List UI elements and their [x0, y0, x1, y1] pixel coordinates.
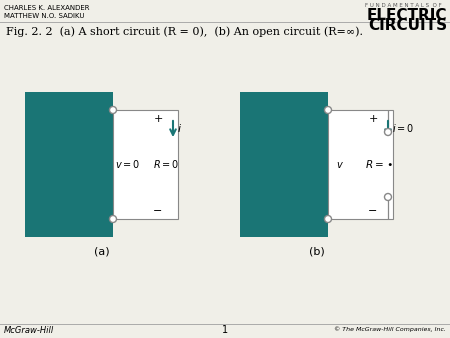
Bar	[240, 92, 328, 237]
Text: $v=0$: $v=0$	[115, 159, 140, 170]
Text: −: −	[368, 206, 378, 216]
Text: (a): (a)	[94, 247, 109, 257]
Text: ELECTRIC: ELECTRIC	[366, 8, 447, 23]
Text: CIRCUITS: CIRCUITS	[368, 18, 447, 33]
Text: $R=0$: $R=0$	[153, 159, 179, 170]
Text: $v$: $v$	[336, 160, 344, 169]
Text: $i$: $i$	[177, 122, 182, 134]
Bar	[25, 92, 113, 237]
Text: (b): (b)	[309, 247, 324, 257]
Text: CHARLES K. ALEXANDER: CHARLES K. ALEXANDER	[4, 5, 90, 11]
Circle shape	[324, 106, 332, 114]
Circle shape	[324, 216, 332, 222]
Circle shape	[109, 216, 117, 222]
Text: −: −	[153, 206, 163, 216]
Text: 1: 1	[222, 325, 228, 335]
Text: +: +	[368, 114, 378, 124]
Circle shape	[384, 193, 392, 200]
Text: F U N D A M E N T A L S  O F: F U N D A M E N T A L S O F	[365, 3, 442, 8]
Text: +: +	[153, 114, 163, 124]
Bar	[328, 110, 393, 219]
Text: McGraw-Hill: McGraw-Hill	[4, 326, 54, 335]
Text: © The McGraw-Hill Companies, Inc.: © The McGraw-Hill Companies, Inc.	[334, 326, 446, 332]
Bar	[113, 110, 178, 219]
Text: $R=\bullet$: $R=\bullet$	[364, 159, 393, 170]
Text: MATTHEW N.O. SADIKU: MATTHEW N.O. SADIKU	[4, 13, 85, 19]
Circle shape	[109, 106, 117, 114]
Circle shape	[384, 128, 392, 136]
Text: Fig. 2. 2  (a) A short circuit (R = 0),  (b) An open circuit (R=∞).: Fig. 2. 2 (a) A short circuit (R = 0), (…	[6, 26, 363, 37]
Text: $i = 0$: $i = 0$	[392, 122, 414, 134]
